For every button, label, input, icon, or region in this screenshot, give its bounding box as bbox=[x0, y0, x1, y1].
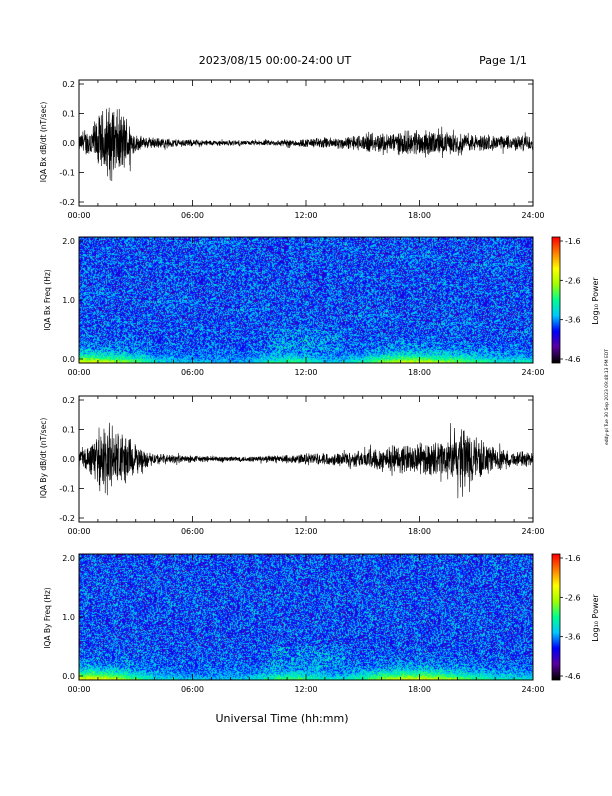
by-dbdt-trace bbox=[78, 422, 534, 499]
bx-dbdt-ytick-label: -0.2 bbox=[59, 198, 75, 207]
bx-freq-colorbar-canvas bbox=[552, 237, 560, 363]
by-dbdt-ylabel: IQA By dB/dt (nT/sec) bbox=[39, 418, 48, 499]
bx-freq-xtick-label: 00:00 bbox=[67, 368, 90, 377]
bx-dbdt-ytick-label: 0.1 bbox=[62, 110, 75, 119]
by-freq-colorbar-canvas bbox=[552, 554, 560, 680]
bx-dbdt-ytick-label: -0.1 bbox=[59, 169, 75, 178]
bx-freq-xtick-label: 06:00 bbox=[181, 368, 204, 377]
bx-freq-xtick-label: 24:00 bbox=[521, 368, 544, 377]
by-freq-ytick-label: 1.0 bbox=[62, 613, 75, 622]
by-freq-colorbar-tick-label: -2.6 bbox=[565, 593, 581, 602]
bx-dbdt-ytick-label: 0.0 bbox=[62, 139, 75, 148]
by-freq-colorbar-tick-label: -1.6 bbox=[565, 554, 581, 563]
by-freq-xtick-label: 06:00 bbox=[181, 685, 204, 694]
bx-freq-colorbar-tick-label: -4.6 bbox=[565, 355, 581, 364]
bx-colorbar-label: Log₁₀ Power bbox=[591, 277, 600, 325]
bx-dbdt-ytick-label: 0.2 bbox=[62, 80, 75, 89]
bx-freq-spectrogram-canvas bbox=[79, 237, 533, 363]
side-note: eddy-pl Tue 30 Sep 2023 09:48:13 PM EDT bbox=[604, 349, 610, 445]
by-freq-xtick-label: 18:00 bbox=[408, 685, 431, 694]
by-dbdt-xtick-label: 18:00 bbox=[408, 527, 431, 536]
by-freq-xtick-label: 00:00 bbox=[67, 685, 90, 694]
by-freq-colorbar-tick-label: -4.6 bbox=[565, 672, 581, 681]
by-freq-spectrogram-canvas bbox=[79, 554, 533, 680]
by-freq-spectrogram bbox=[79, 554, 533, 680]
bx-freq-ytick-label: 2.0 bbox=[62, 237, 75, 246]
plot-title: 2023/08/15 00:00-24:00 UT bbox=[199, 54, 352, 67]
by-dbdt-xtick-label: 00:00 bbox=[67, 527, 90, 536]
bx-dbdt-trace bbox=[78, 107, 534, 181]
by-dbdt-ytick-label: 0.2 bbox=[62, 396, 75, 405]
bx-freq-xtick-label: 12:00 bbox=[294, 368, 317, 377]
bx-freq-colorbar-frame bbox=[551, 236, 561, 364]
bx-freq-colorbar-tick-label: -1.6 bbox=[565, 237, 581, 246]
bx-freq-xtick-label: 18:00 bbox=[408, 368, 431, 377]
by-spectrogram-panel: IQA By Freq (Hz) Log₁₀ Power -1.6 -2.6 -3.… bbox=[43, 553, 600, 694]
by-dbdt-xtick-label: 24:00 bbox=[521, 527, 544, 536]
by-freq-xtick-label: 24:00 bbox=[521, 685, 544, 694]
by-dbdt-ytick-label: -0.2 bbox=[59, 514, 75, 523]
by-freq-ytick-label: 2.0 bbox=[62, 554, 75, 563]
by-dbdt-ytick-label: 0.1 bbox=[62, 426, 75, 435]
bx-freq-colorbar bbox=[552, 237, 560, 363]
bx-freq-colorbar-tick-label: -3.6 bbox=[565, 316, 581, 325]
by-freq-colorbar bbox=[552, 554, 560, 680]
by-freq-xtick-label: 12:00 bbox=[294, 685, 317, 694]
bx-dbdt-ylabel: IQA Bx dB/dt (nT/sec) bbox=[39, 102, 48, 183]
bx-dbdt-xtick-label: 18:00 bbox=[408, 211, 431, 220]
by-dbdt-panel: IQA By dB/dt (nT/sec) 0.2 0.1 0.0 -0.1 -0.2 0… bbox=[39, 395, 545, 536]
bx-spectrogram-panel: IQA Bx Freq (Hz) Log₁₀ Power -1.6 -2.6 -3.… bbox=[43, 236, 600, 377]
bx-freq-ytick-label: 0.0 bbox=[62, 355, 75, 364]
x-axis-label: Universal Time (hh:mm) bbox=[216, 712, 349, 725]
by-freq-colorbar-frame bbox=[551, 553, 561, 681]
by-freq-ylabel: IQA By Freq (Hz) bbox=[43, 587, 52, 649]
page-indicator: Page 1/1 bbox=[479, 54, 527, 67]
by-dbdt-ytick-label: 0.0 bbox=[62, 455, 75, 464]
bx-dbdt-xtick-label: 06:00 bbox=[181, 211, 204, 220]
by-freq-colorbar-tick-label: -3.6 bbox=[565, 633, 581, 642]
bx-dbdt-xtick-label: 00:00 bbox=[67, 211, 90, 220]
by-freq-ytick-label: 0.0 bbox=[62, 672, 75, 681]
by-colorbar-label: Log₁₀ Power bbox=[591, 594, 600, 642]
bx-dbdt-panel: IQA Bx dB/dt (nT/sec) 0.2 0.1 0.0 -0.1 -0.2 0… bbox=[39, 79, 545, 220]
bx-freq-ytick-label: 1.0 bbox=[62, 296, 75, 305]
bx-freq-colorbar-tick-label: -2.6 bbox=[565, 276, 581, 285]
bx-dbdt-xtick-label: 24:00 bbox=[521, 211, 544, 220]
bx-freq-spectrogram bbox=[79, 237, 533, 363]
bx-dbdt-xtick-label: 12:00 bbox=[294, 211, 317, 220]
by-dbdt-xtick-label: 06:00 bbox=[181, 527, 204, 536]
bx-freq-ylabel: IQA Bx Freq (Hz) bbox=[43, 269, 52, 331]
by-dbdt-ytick-label: -0.1 bbox=[59, 485, 75, 494]
by-dbdt-xtick-label: 12:00 bbox=[294, 527, 317, 536]
